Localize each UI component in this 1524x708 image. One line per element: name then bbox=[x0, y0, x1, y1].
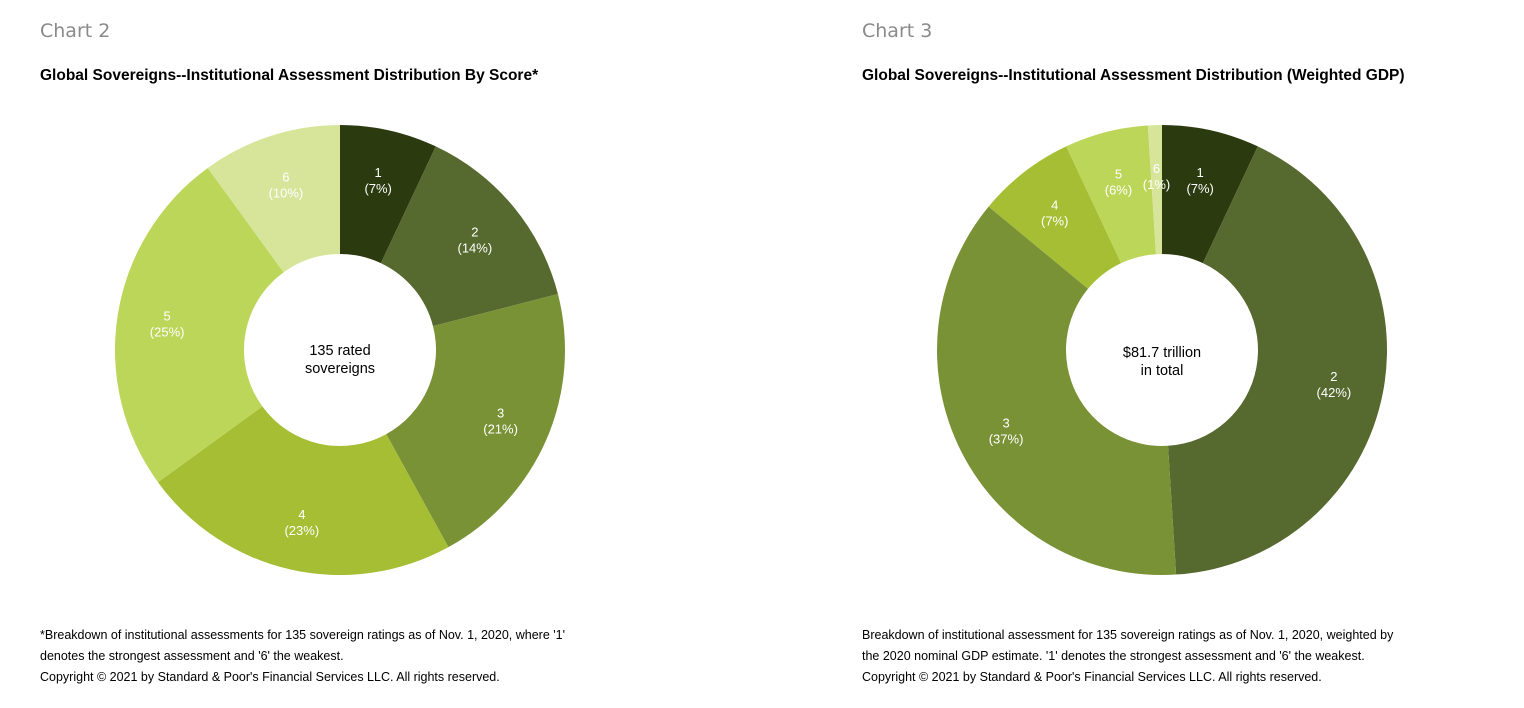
slice-value-label: (1%) bbox=[1143, 177, 1170, 192]
donut-slices bbox=[114, 125, 565, 575]
slice-value-label: (7%) bbox=[1041, 214, 1068, 229]
slice-value-label: (14%) bbox=[457, 240, 492, 255]
footnote-line: denotes the strongest assessment and '6'… bbox=[40, 649, 344, 663]
chart-panel-2: Chart 2 Global Sovereigns--Institutional… bbox=[40, 0, 720, 708]
donut-labels: 1(7%)2(42%)3(37%)4(7%)5(6%)6(1%) bbox=[989, 161, 1352, 446]
slice-category-label: 6 bbox=[282, 170, 289, 185]
donut-slice-6 bbox=[207, 125, 340, 273]
slice-value-label: (23%) bbox=[284, 523, 319, 538]
slice-category-label: 4 bbox=[298, 507, 305, 522]
slice-category-label: 3 bbox=[1002, 415, 1009, 430]
slice-category-label: 2 bbox=[1330, 369, 1337, 384]
donut-slice-5 bbox=[114, 167, 284, 483]
donut-slices bbox=[937, 125, 1387, 576]
center-label-line1: 135 rated bbox=[309, 343, 370, 359]
donut-slice-4 bbox=[157, 406, 449, 575]
copyright-line: Copyright © 2021 by Standard & Poor's Fi… bbox=[40, 670, 500, 684]
center-label-line2: in total bbox=[1141, 363, 1184, 379]
chart-label: Chart 3 bbox=[862, 20, 933, 42]
chart-panel-3: Chart 3 Global Sovereigns--Institutional… bbox=[862, 0, 1524, 708]
slice-value-label: (21%) bbox=[483, 422, 518, 437]
slice-value-label: (7%) bbox=[1186, 181, 1213, 196]
chart-title: Global Sovereigns--Institutional Assessm… bbox=[862, 67, 1405, 84]
slice-category-label: 6 bbox=[1153, 161, 1160, 176]
slice-value-label: (6%) bbox=[1105, 182, 1132, 197]
footnote: Breakdown of institutional assessment fo… bbox=[862, 625, 1462, 688]
copyright-line: Copyright © 2021 by Standard & Poor's Fi… bbox=[862, 670, 1322, 684]
slice-category-label: 1 bbox=[375, 165, 382, 180]
footnote-line: *Breakdown of institutional assessments … bbox=[40, 628, 565, 642]
donut-slice-6 bbox=[1147, 125, 1162, 255]
slice-value-label: (7%) bbox=[364, 181, 391, 196]
slice-value-label: (25%) bbox=[150, 325, 185, 340]
slice-value-label: (42%) bbox=[1317, 385, 1352, 400]
donut-slice-5 bbox=[1066, 125, 1156, 264]
center-label-line2: sovereigns bbox=[305, 361, 375, 377]
donut-slice-2 bbox=[1168, 146, 1387, 575]
donut-chart-gdp: 1(7%)2(42%)3(37%)4(7%)5(6%)6(1%) $81.7 t… bbox=[937, 125, 1387, 576]
chart-label: Chart 2 bbox=[40, 20, 111, 42]
slice-category-label: 2 bbox=[471, 224, 478, 239]
chart-title: Global Sovereigns--Institutional Assessm… bbox=[40, 67, 539, 84]
donut-chart-score: 1(7%) 2(14%) 3(21%) 4(23%) 5(25%) 6(10%) 135 … bbox=[114, 125, 565, 575]
slice-category-label: 1 bbox=[1197, 165, 1204, 180]
slice-category-label: 3 bbox=[497, 406, 504, 421]
footnote: *Breakdown of institutional assessments … bbox=[40, 625, 640, 688]
donut-slice-3 bbox=[937, 206, 1177, 576]
slice-value-label: (37%) bbox=[989, 431, 1024, 446]
footnote-line: Breakdown of institutional assessment fo… bbox=[862, 628, 1394, 642]
donut-slice-1 bbox=[340, 125, 436, 264]
slice-category-label: 5 bbox=[1115, 166, 1122, 181]
slice-category-label: 5 bbox=[164, 309, 171, 324]
center-label-line1: $81.7 trillion bbox=[1123, 345, 1201, 361]
donut-slice-1 bbox=[1162, 125, 1258, 264]
donut-slice-4 bbox=[988, 146, 1122, 289]
donut-slice-2 bbox=[380, 146, 558, 327]
footnote-line: the 2020 nominal GDP estimate. '1' denot… bbox=[862, 649, 1365, 663]
donut-labels: 1(7%) 2(14%) 3(21%) 4(23%) 5(25%) 6(10%) bbox=[150, 165, 518, 538]
donut-slice-3 bbox=[386, 294, 565, 548]
slice-value-label: (10%) bbox=[269, 186, 304, 201]
slice-category-label: 4 bbox=[1051, 198, 1058, 213]
